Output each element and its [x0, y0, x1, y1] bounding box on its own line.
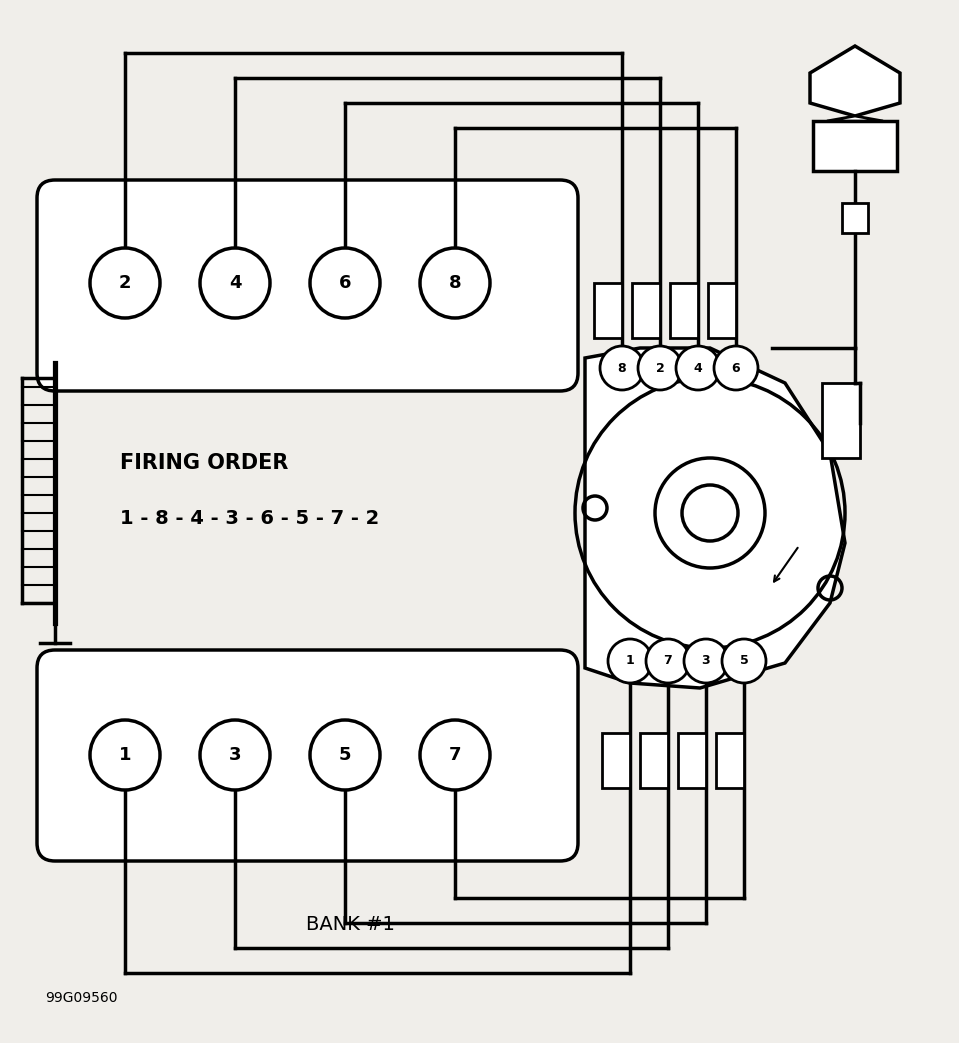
- Circle shape: [420, 248, 490, 318]
- Polygon shape: [827, 116, 883, 121]
- Text: 5: 5: [739, 655, 748, 668]
- Polygon shape: [585, 348, 845, 688]
- Bar: [602, 733, 630, 789]
- Text: 4: 4: [693, 362, 702, 374]
- Text: 1: 1: [625, 655, 634, 668]
- Text: 6: 6: [732, 362, 740, 374]
- Text: 3: 3: [229, 746, 242, 765]
- Bar: [716, 733, 744, 789]
- Text: BANK #1: BANK #1: [306, 916, 394, 935]
- Text: 7: 7: [664, 655, 672, 668]
- Text: 1: 1: [119, 746, 131, 765]
- Text: FIRING ORDER: FIRING ORDER: [120, 453, 289, 472]
- Text: 3: 3: [702, 655, 711, 668]
- Circle shape: [90, 720, 160, 790]
- Circle shape: [200, 248, 270, 318]
- Text: 5: 5: [339, 746, 351, 765]
- Circle shape: [420, 720, 490, 790]
- Text: 8: 8: [449, 274, 461, 292]
- Text: 2: 2: [656, 362, 665, 374]
- Bar: [708, 283, 736, 338]
- Circle shape: [608, 639, 652, 683]
- Bar: [842, 203, 868, 233]
- Circle shape: [714, 346, 758, 390]
- Text: 2: 2: [119, 274, 131, 292]
- Circle shape: [200, 720, 270, 790]
- Text: 4: 4: [229, 274, 242, 292]
- Text: 7: 7: [449, 746, 461, 765]
- Circle shape: [310, 720, 380, 790]
- Bar: [632, 283, 660, 338]
- FancyBboxPatch shape: [37, 650, 578, 862]
- Circle shape: [310, 248, 380, 318]
- Circle shape: [90, 248, 160, 318]
- Polygon shape: [810, 46, 900, 116]
- Circle shape: [722, 639, 766, 683]
- Circle shape: [676, 346, 720, 390]
- Bar: [813, 121, 897, 171]
- Circle shape: [600, 346, 644, 390]
- Bar: [678, 733, 706, 789]
- Circle shape: [646, 639, 690, 683]
- Bar: [640, 733, 668, 789]
- Text: 99G09560: 99G09560: [45, 991, 118, 1005]
- Circle shape: [638, 346, 682, 390]
- Bar: [670, 283, 698, 338]
- Bar: [594, 283, 622, 338]
- Text: 8: 8: [618, 362, 626, 374]
- FancyBboxPatch shape: [37, 180, 578, 391]
- Bar: [822, 383, 860, 458]
- Text: 6: 6: [339, 274, 351, 292]
- Circle shape: [684, 639, 728, 683]
- Text: 1 - 8 - 4 - 3 - 6 - 5 - 7 - 2: 1 - 8 - 4 - 3 - 6 - 5 - 7 - 2: [120, 509, 379, 528]
